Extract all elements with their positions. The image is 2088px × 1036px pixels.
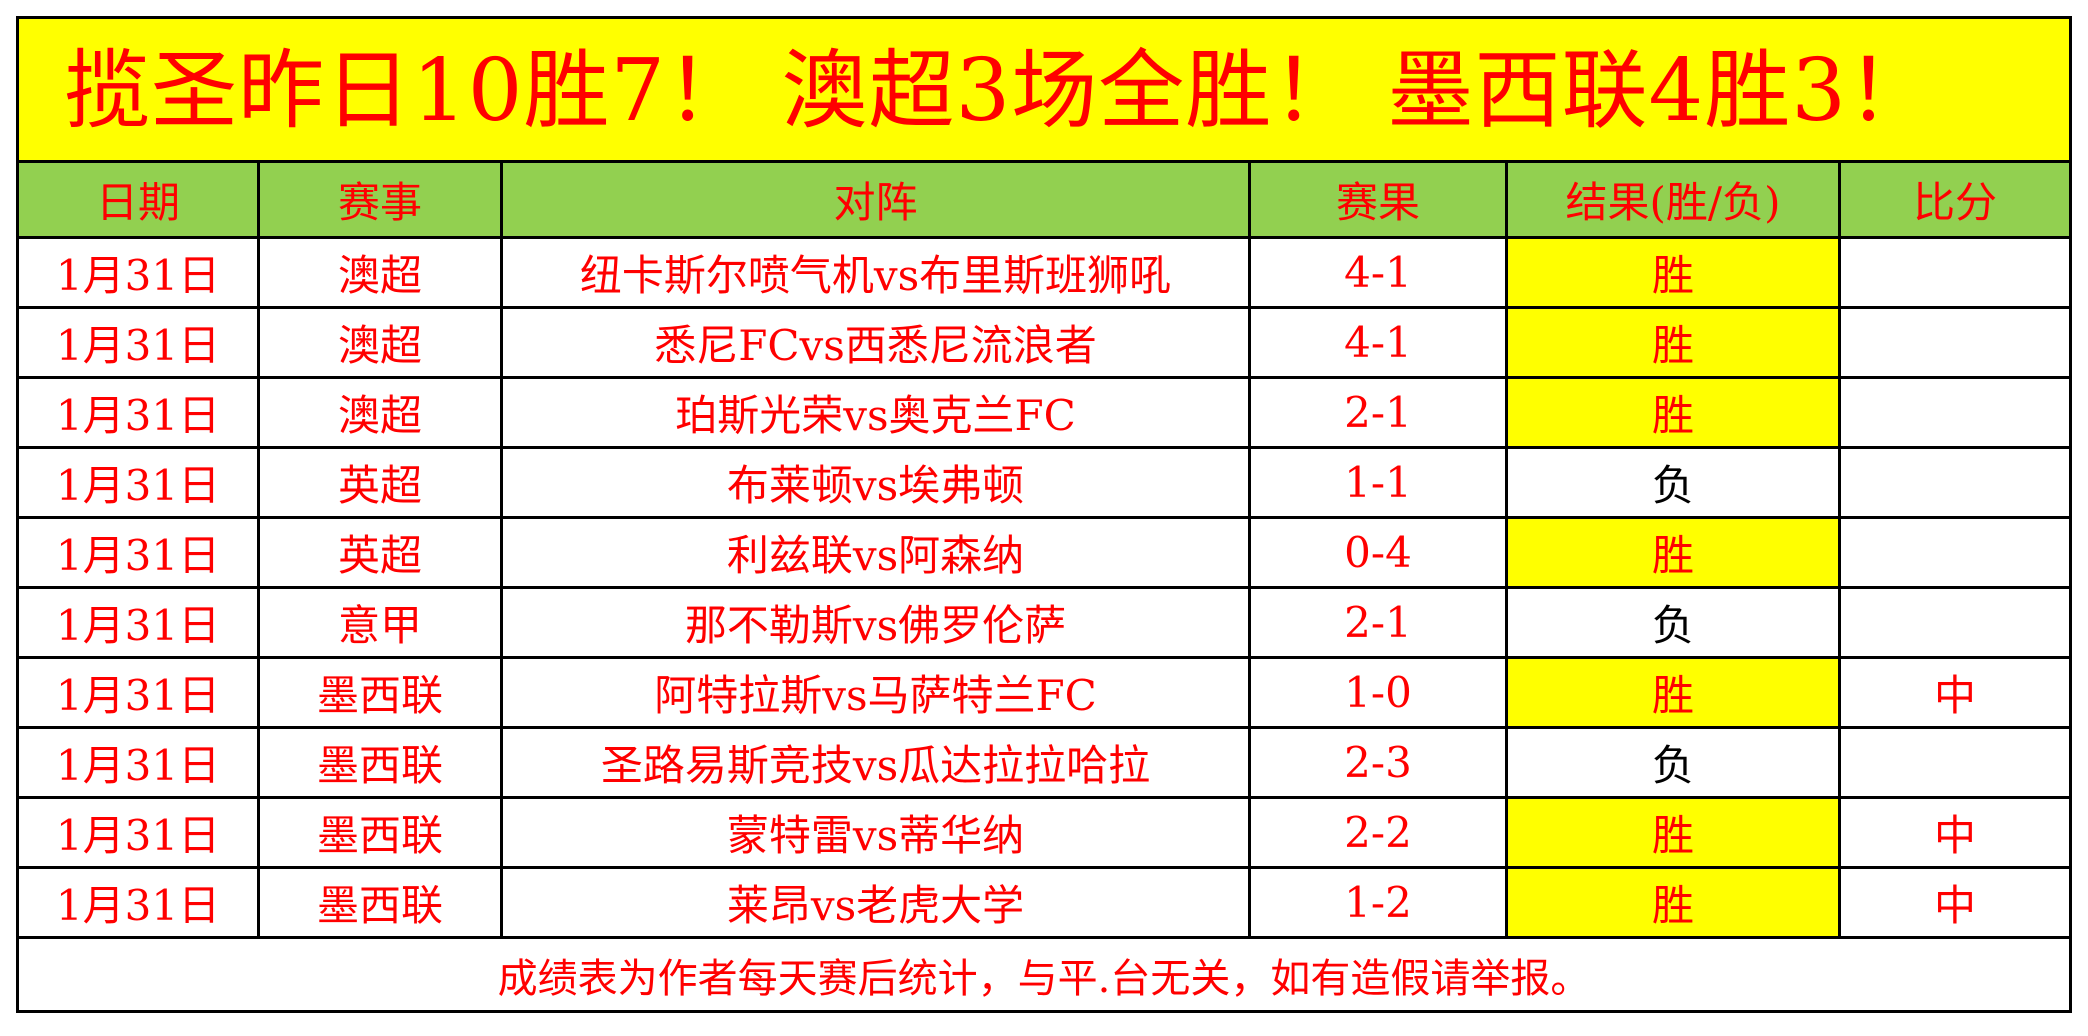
table-row: 1月31日 澳超 珀斯光荣vs奥克兰FC 2-1 胜: [19, 379, 2069, 449]
bifen-cell: [1841, 379, 2069, 446]
league-cell: 墨西联: [260, 869, 503, 936]
league-cell: 澳超: [260, 309, 503, 376]
match-cell: 布莱顿vs埃弗顿: [503, 449, 1251, 516]
date-cell: 1月31日: [19, 449, 260, 516]
score-cell: 1-1: [1251, 449, 1508, 516]
score-cell: 2-2: [1251, 799, 1508, 866]
result-cell: 胜: [1508, 519, 1841, 586]
header-result: 结果(胜/负): [1508, 163, 1841, 236]
result-cell: 负: [1508, 449, 1841, 516]
bifen-cell: [1841, 309, 2069, 376]
score-cell: 2-3: [1251, 729, 1508, 796]
league-cell: 墨西联: [260, 799, 503, 866]
header-score: 赛果: [1251, 163, 1508, 236]
score-cell: 4-1: [1251, 239, 1508, 306]
table-row: 1月31日 意甲 那不勒斯vs佛罗伦萨 2-1 负: [19, 589, 2069, 659]
header-date: 日期: [19, 163, 260, 236]
date-cell: 1月31日: [19, 659, 260, 726]
date-cell: 1月31日: [19, 309, 260, 376]
result-cell: 胜: [1508, 659, 1841, 726]
header-row: 日期 赛事 对阵 赛果 结果(胜/负) 比分: [19, 163, 2069, 239]
table-row: 1月31日 英超 利兹联vs阿森纳 0-4 胜: [19, 519, 2069, 589]
match-cell: 那不勒斯vs佛罗伦萨: [503, 589, 1251, 656]
result-cell: 负: [1508, 729, 1841, 796]
page-title: 揽圣昨日10胜7！ 澳超3场全胜！ 墨西联4胜3！: [19, 19, 2069, 163]
league-cell: 英超: [260, 449, 503, 516]
table-row: 1月31日 澳超 悉尼FCvs西悉尼流浪者 4-1 胜: [19, 309, 2069, 379]
table-row: 1月31日 英超 布莱顿vs埃弗顿 1-1 负: [19, 449, 2069, 519]
bifen-cell: 中: [1933, 671, 1976, 720]
league-cell: 墨西联: [260, 659, 503, 726]
score-cell: 1-0: [1251, 659, 1508, 726]
score-cell: 2-1: [1251, 379, 1508, 446]
date-cell: 1月31日: [19, 729, 260, 796]
league-cell: 澳超: [260, 239, 503, 306]
date-cell: 1月31日: [19, 589, 260, 656]
header-match: 对阵: [503, 163, 1251, 236]
header-league: 赛事: [260, 163, 503, 236]
match-cell: 阿特拉斯vs马萨特兰FC: [503, 659, 1251, 726]
table-row: 1月31日 墨西联 阿特拉斯vs马萨特兰FC 1-0 胜 中: [19, 659, 2069, 729]
match-cell: 利兹联vs阿森纳: [503, 519, 1251, 586]
match-cell: 珀斯光荣vs奥克兰FC: [503, 379, 1251, 446]
league-cell: 墨西联: [260, 729, 503, 796]
date-cell: 1月31日: [19, 379, 260, 446]
score-cell: 2-1: [1251, 589, 1508, 656]
table-row: 1月31日 墨西联 蒙特雷vs蒂华纳 2-2 胜 中: [19, 799, 2069, 869]
date-cell: 1月31日: [19, 519, 260, 586]
match-cell: 莱昂vs老虎大学: [503, 869, 1251, 936]
bifen-cell: [1841, 729, 2069, 796]
date-cell: 1月31日: [19, 869, 260, 936]
result-cell: 胜: [1508, 239, 1841, 306]
bifen-cell: [1841, 239, 2069, 306]
bifen-cell: 中: [1933, 881, 1976, 930]
result-cell: 胜: [1508, 869, 1841, 936]
header-bifen: 比分: [1912, 178, 1997, 227]
league-cell: 英超: [260, 519, 503, 586]
table-row: 1月31日 澳超 纽卡斯尔喷气机vs布里斯班狮吼 4-1 胜: [19, 239, 2069, 309]
date-cell: 1月31日: [19, 239, 260, 306]
score-cell: 0-4: [1251, 519, 1508, 586]
bifen-cell: [1841, 519, 2069, 586]
match-cell: 圣路易斯竞技vs瓜达拉拉哈拉: [503, 729, 1251, 796]
result-cell: 胜: [1508, 799, 1841, 866]
result-cell: 胜: [1508, 309, 1841, 376]
date-cell: 1月31日: [19, 799, 260, 866]
result-cell: 负: [1508, 589, 1841, 656]
match-cell: 蒙特雷vs蒂华纳: [503, 799, 1251, 866]
league-cell: 澳超: [260, 379, 503, 446]
table-row: 1月31日 墨西联 圣路易斯竞技vs瓜达拉拉哈拉 2-3 负: [19, 729, 2069, 799]
result-cell: 胜: [1508, 379, 1841, 446]
results-table: 揽圣昨日10胜7！ 澳超3场全胜！ 墨西联4胜3！ 日期 赛事 对阵 赛果 结果…: [16, 16, 2072, 1013]
match-cell: 纽卡斯尔喷气机vs布里斯班狮吼: [503, 239, 1251, 306]
match-cell: 悉尼FCvs西悉尼流浪者: [503, 309, 1251, 376]
bifen-cell: [1841, 589, 2069, 656]
table-row: 1月31日 墨西联 莱昂vs老虎大学 1-2 胜 中: [19, 869, 2069, 939]
bifen-cell: 中: [1933, 811, 1976, 860]
bifen-cell: [1841, 449, 2069, 516]
score-cell: 4-1: [1251, 309, 1508, 376]
league-cell: 意甲: [260, 589, 503, 656]
score-cell: 1-2: [1251, 869, 1508, 936]
footer-note: 成绩表为作者每天赛后统计，与平.台无关，如有造假请举报。: [497, 955, 1591, 1002]
